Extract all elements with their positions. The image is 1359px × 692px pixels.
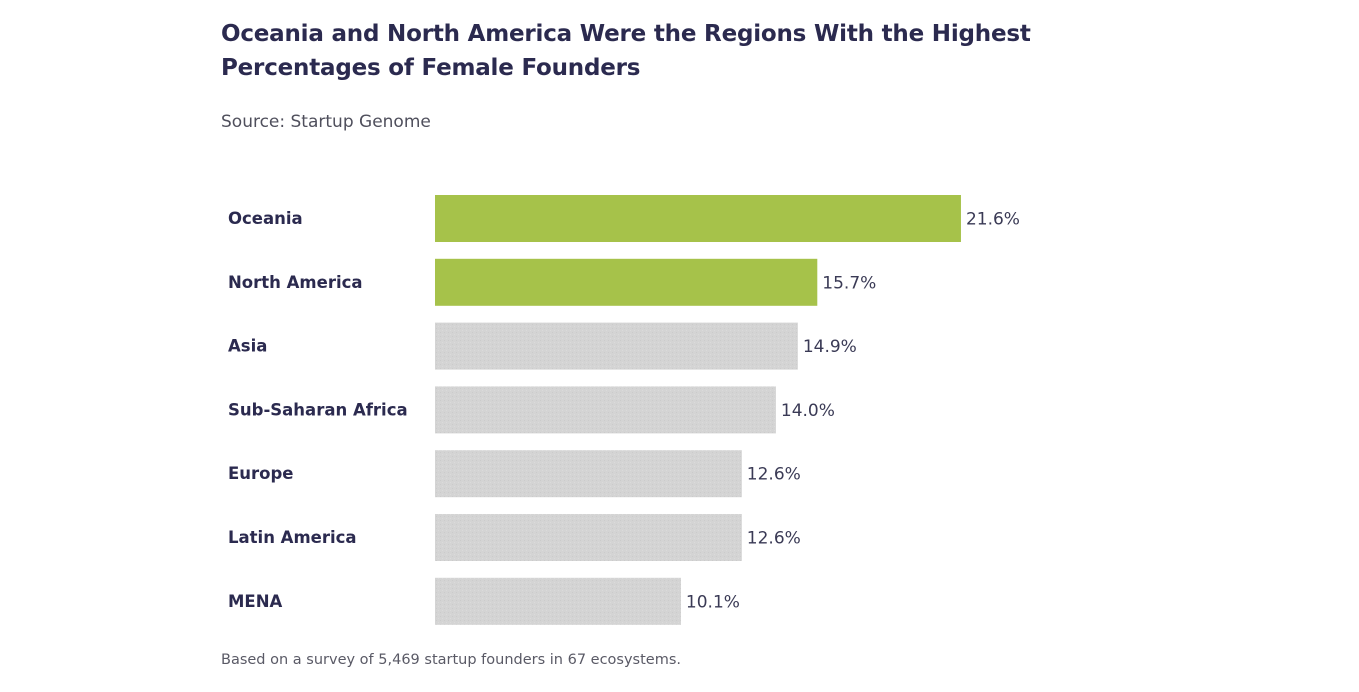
category-label: Oceania — [228, 209, 303, 228]
chart-footnote: Based on a survey of 5,469 startup found… — [221, 652, 682, 668]
value-label: 14.0% — [781, 401, 835, 421]
value-label: 15.7% — [822, 273, 876, 293]
value-label: 10.1% — [686, 592, 740, 612]
bars-group: Oceania 21.6% North America 15.7% Asia 14.9% S… — [228, 195, 1020, 625]
bar — [435, 322, 798, 370]
bar — [435, 514, 742, 561]
category-label: Sub-Saharan Africa — [228, 400, 408, 419]
category-label: North America — [228, 273, 363, 292]
value-label: 21.6% — [966, 210, 1020, 230]
category-label: Asia — [228, 337, 267, 356]
bar — [435, 195, 961, 242]
bar — [435, 450, 742, 498]
bar — [435, 258, 818, 306]
category-label: MENA — [228, 592, 282, 611]
value-label: 14.9% — [803, 337, 857, 357]
value-label: 12.6% — [747, 465, 801, 485]
chart-title: Oceania and North America Were the Regio… — [221, 21, 1031, 81]
bar — [435, 577, 681, 625]
chart-source: Source: Startup Genome — [221, 112, 431, 132]
category-label: Latin America — [228, 528, 357, 547]
bar — [435, 386, 776, 434]
category-label: Europe — [228, 464, 294, 483]
value-label: 12.6% — [747, 529, 801, 549]
